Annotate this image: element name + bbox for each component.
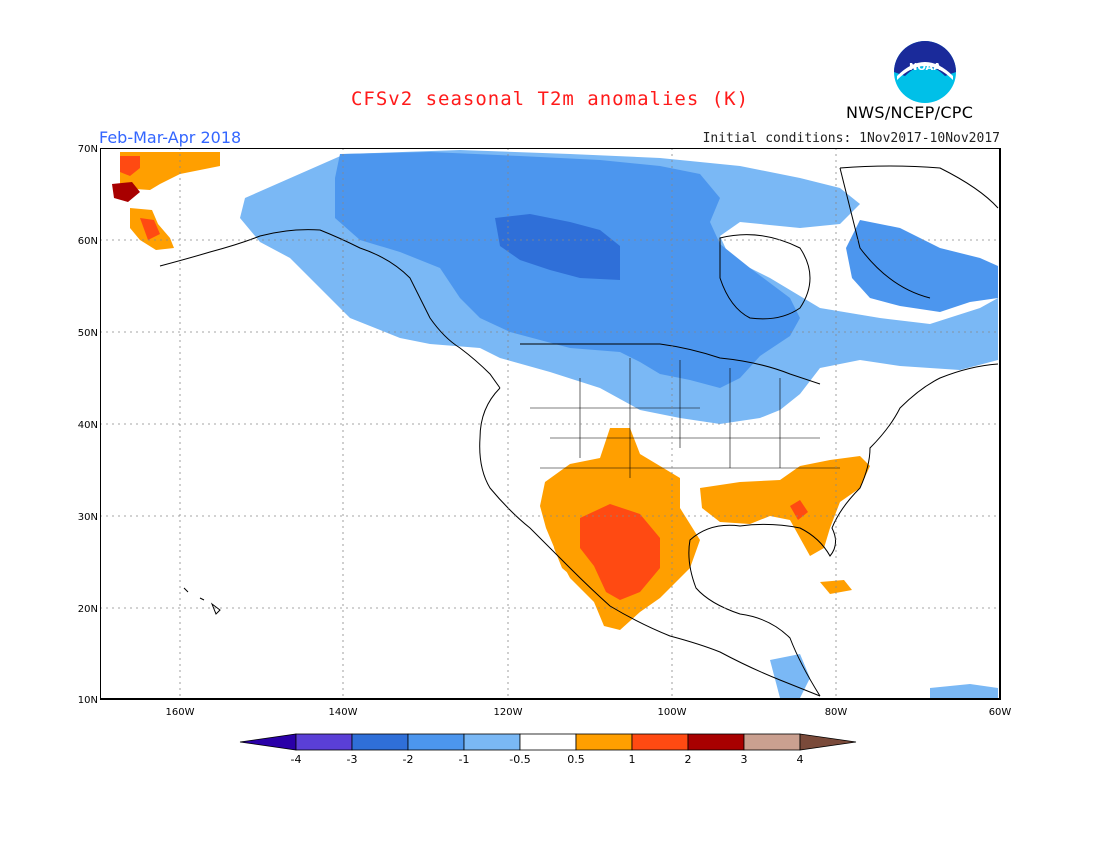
lon-tick-label: 140W bbox=[329, 707, 358, 718]
graticule bbox=[100, 148, 1000, 699]
map-frame bbox=[100, 148, 1001, 700]
colorbar-swatch bbox=[575, 733, 633, 751]
lon-tick-label: 160W bbox=[166, 707, 195, 718]
colorbar-labels: -4 -3 -2 -1 -0.5 0.5 1 2 3 4 bbox=[291, 753, 804, 766]
anomaly-region-mexico-red bbox=[580, 504, 660, 600]
colorbar-label: 0.5 bbox=[567, 753, 585, 766]
colorbar-swatch bbox=[351, 733, 409, 751]
gulf-coast bbox=[688, 363, 999, 697]
colorbar-swatch bbox=[743, 733, 801, 751]
noaa-logo-icon: NOAA bbox=[893, 40, 957, 104]
colorbar-swatch bbox=[519, 733, 577, 751]
lon-tick-label: 60W bbox=[989, 707, 1012, 718]
lat-tick-label: 10N bbox=[78, 695, 98, 706]
alaska-coast bbox=[159, 229, 501, 389]
colorbar-label: -3 bbox=[347, 753, 358, 766]
colorbar-label: 4 bbox=[797, 753, 804, 766]
anomaly-region-southeast-red bbox=[790, 500, 808, 520]
colorbar-swatch bbox=[687, 733, 745, 751]
state-lines bbox=[530, 358, 840, 478]
anomaly-region-venezuela-blue bbox=[930, 684, 998, 699]
colorbar-swatch bbox=[407, 733, 465, 751]
lon-tick-label: 80W bbox=[825, 707, 848, 718]
lat-tick-label: 40N bbox=[78, 420, 98, 431]
lon-tick-label: 120W bbox=[494, 707, 523, 718]
colorbar-swatch bbox=[799, 733, 857, 751]
colorbar-swatch bbox=[295, 733, 353, 751]
season-label: Feb-Mar-Apr 2018 bbox=[99, 128, 242, 147]
colorbar-swatch bbox=[463, 733, 521, 751]
anomaly-region-southeast-orange bbox=[700, 456, 870, 556]
colorbar-label: -2 bbox=[403, 753, 414, 766]
greenland-coast bbox=[839, 165, 999, 299]
lat-tick-label: 70N bbox=[78, 144, 98, 155]
anomaly-region-alaska-red-2 bbox=[140, 218, 160, 240]
colorbar: -4 -3 -2 -1 -0.5 0.5 1 2 3 4 bbox=[239, 733, 857, 766]
initial-conditions-label: Initial conditions: 1Nov2017-10Nov2017 bbox=[702, 131, 1000, 146]
anomaly-region-alaska-orange bbox=[120, 152, 220, 190]
coastlines bbox=[159, 165, 999, 697]
anomaly-region-alaska-red bbox=[120, 156, 140, 176]
hawaii bbox=[183, 587, 221, 615]
anomaly-region-blue-east bbox=[846, 220, 998, 312]
colorbar-label: -0.5 bbox=[509, 753, 530, 766]
lat-tick-label: 20N bbox=[78, 604, 98, 615]
lat-tick-label: 30N bbox=[78, 512, 98, 523]
lat-tick-label: 60N bbox=[78, 236, 98, 247]
anomaly-region-alaska-darkred bbox=[112, 182, 140, 202]
chart-title: CFSv2 seasonal T2m anomalies (K) bbox=[350, 88, 750, 110]
lat-tick-label: 50N bbox=[78, 328, 98, 339]
westcoast bbox=[479, 387, 821, 697]
us-canada-border bbox=[520, 343, 821, 385]
lon-axis: 160W 140W 120W 100W 80W 60W bbox=[166, 707, 1012, 718]
colorbar-label: 2 bbox=[685, 753, 692, 766]
noaa-logo-text: NOAA bbox=[909, 62, 941, 73]
agency-label: NWS/NCEP/CPC bbox=[846, 103, 974, 122]
colorbar-label: -1 bbox=[459, 753, 470, 766]
anomaly-map bbox=[100, 148, 1001, 700]
anomaly-region-baja-orange bbox=[554, 528, 580, 580]
hudson-bay bbox=[719, 234, 811, 320]
colorbar-swatch bbox=[239, 733, 297, 751]
lon-tick-label: 100W bbox=[658, 707, 687, 718]
colorbar-label: 1 bbox=[629, 753, 636, 766]
anomaly-region-dark-blue bbox=[495, 214, 620, 280]
colorbar-label: -4 bbox=[291, 753, 302, 766]
anomaly-shading bbox=[112, 150, 998, 699]
colorbar-label: 3 bbox=[741, 753, 748, 766]
colorbar-swatches bbox=[239, 733, 857, 751]
colorbar-swatch bbox=[631, 733, 689, 751]
lat-axis: 70N 60N 50N 40N 30N 20N 10N bbox=[78, 144, 98, 706]
anomaly-region-centralamerica-blue bbox=[770, 654, 810, 698]
